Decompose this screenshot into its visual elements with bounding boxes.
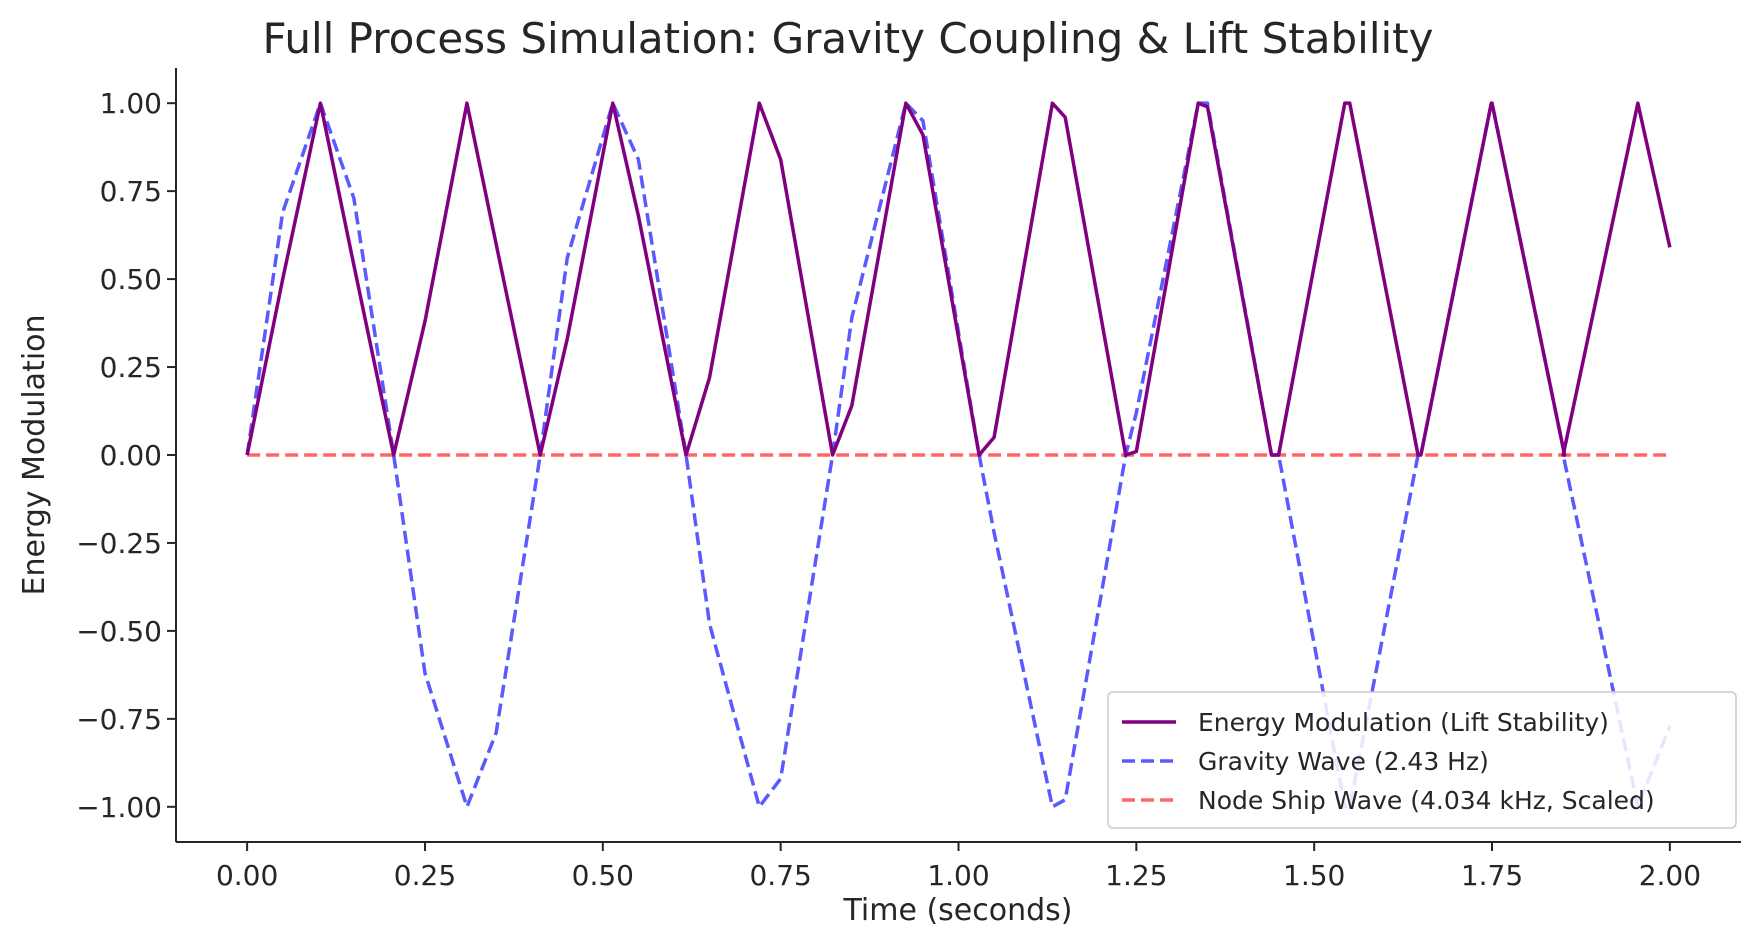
series-line-0 [245,101,1672,457]
y-tick-label: 1.00 [100,87,162,120]
y-axis-ticks: 1.00 0.75 0.50 0.25 0.00 −0.25 −0.50 −0.75 −1.00 [76,87,176,824]
y-tick-label: −1.00 [76,791,162,824]
y-tick-label: −0.25 [76,527,162,560]
y-axis-label: Energy Modulation [17,314,52,595]
x-axis-ticks: 0.00 0.25 0.50 0.75 1.00 1.25 1.50 1.75 2.00 [216,842,1701,892]
y-tick-label: −0.75 [76,703,162,736]
x-tick-label: 2.00 [1639,859,1701,892]
y-tick-label: 0.00 [100,439,162,472]
x-tick-label: 1.75 [1461,859,1523,892]
x-tick-label: 0.00 [216,859,278,892]
legend-label-1: Gravity Wave (2.43 Hz) [1198,747,1489,776]
legend-label-2: Node Ship Wave (4.034 kHz, Scaled) [1198,786,1655,815]
y-tick-label: 0.50 [100,263,162,296]
chart-title: Full Process Simulation: Gravity Couplin… [263,14,1434,63]
x-tick-label: 0.25 [394,859,456,892]
x-tick-label: 1.00 [927,859,989,892]
series-layer [245,101,1672,809]
y-tick-label: 0.75 [100,175,162,208]
x-axis-label: Time (seconds) [843,893,1073,928]
x-tick-label: 0.50 [572,859,634,892]
y-tick-label: −0.50 [76,615,162,648]
x-tick-label: 1.50 [1283,859,1345,892]
legend-box [1107,691,1737,829]
legend: Energy Modulation (Lift Stability) Gravit… [1107,691,1737,829]
legend-label-0: Energy Modulation (Lift Stability) [1198,708,1609,737]
x-tick-label: 1.25 [1105,859,1167,892]
y-tick-label: 0.25 [100,351,162,384]
plot-area [175,68,1741,843]
x-tick-label: 0.75 [749,859,811,892]
